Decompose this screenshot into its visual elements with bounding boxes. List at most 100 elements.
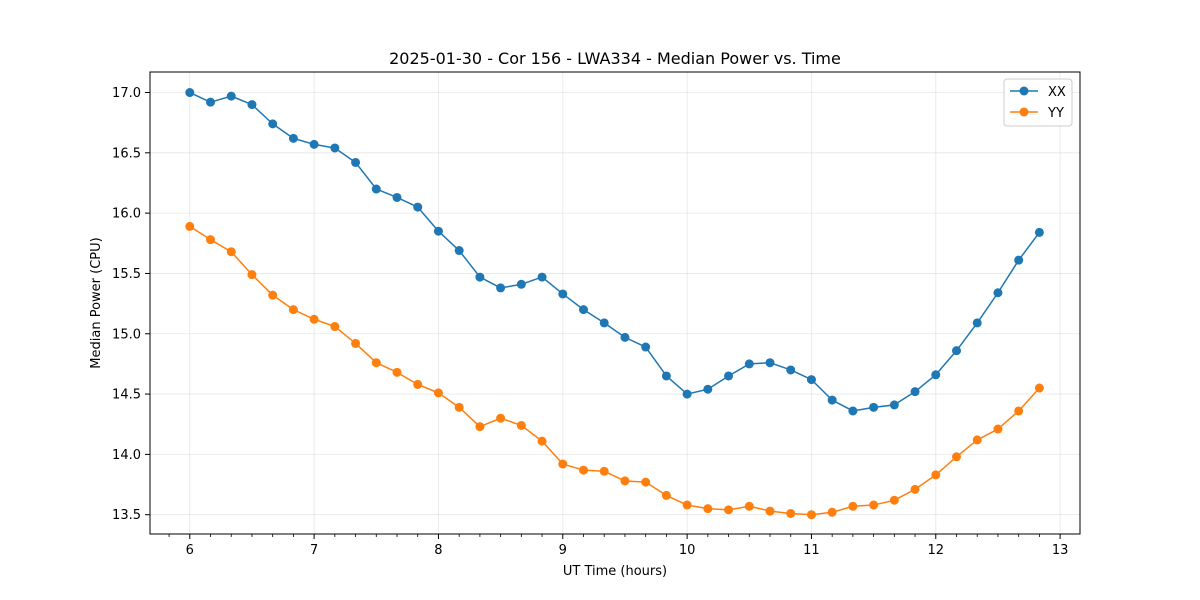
point-yy-3 bbox=[247, 270, 257, 280]
point-xx-38 bbox=[972, 318, 982, 328]
point-yy-0 bbox=[185, 221, 195, 231]
point-xx-25 bbox=[703, 384, 713, 394]
point-xx-17 bbox=[537, 272, 547, 282]
point-xx-2 bbox=[226, 91, 236, 101]
point-xx-41 bbox=[1034, 227, 1044, 237]
point-xx-7 bbox=[330, 143, 340, 153]
point-yy-20 bbox=[599, 466, 609, 476]
point-yy-27 bbox=[744, 501, 754, 511]
y-tick-label-2: 14.5 bbox=[112, 388, 141, 403]
point-xx-4 bbox=[268, 119, 278, 129]
point-xx-0 bbox=[185, 88, 195, 98]
point-xx-30 bbox=[806, 375, 816, 385]
y-tick-label-3: 15.0 bbox=[112, 327, 141, 342]
y-tick-label-5: 16.0 bbox=[112, 207, 141, 222]
point-yy-32 bbox=[848, 501, 858, 511]
point-xx-39 bbox=[993, 288, 1003, 298]
point-yy-30 bbox=[806, 510, 816, 520]
legend-marker-xx bbox=[1019, 86, 1029, 96]
point-yy-15 bbox=[496, 413, 506, 423]
point-yy-11 bbox=[413, 379, 423, 389]
point-yy-33 bbox=[869, 500, 879, 510]
point-yy-39 bbox=[993, 424, 1003, 434]
y-tick-label-6: 16.5 bbox=[112, 146, 141, 161]
point-yy-23 bbox=[661, 490, 671, 500]
point-xx-15 bbox=[496, 283, 506, 293]
point-yy-29 bbox=[786, 508, 796, 518]
point-xx-16 bbox=[516, 279, 526, 289]
point-yy-17 bbox=[537, 436, 547, 446]
point-yy-14 bbox=[475, 422, 485, 432]
point-xx-21 bbox=[620, 332, 630, 342]
point-yy-8 bbox=[351, 338, 361, 348]
point-yy-2 bbox=[226, 247, 236, 257]
point-yy-7 bbox=[330, 322, 340, 332]
point-yy-22 bbox=[641, 477, 651, 487]
point-yy-18 bbox=[558, 459, 568, 469]
point-xx-23 bbox=[661, 371, 671, 381]
point-xx-31 bbox=[827, 395, 837, 405]
point-yy-21 bbox=[620, 476, 630, 486]
point-xx-27 bbox=[744, 359, 754, 369]
legend-label-yy: YY bbox=[1047, 106, 1064, 121]
point-xx-6 bbox=[309, 139, 319, 149]
y-tick-label-1: 14.0 bbox=[112, 448, 141, 463]
point-yy-38 bbox=[972, 435, 982, 445]
point-xx-32 bbox=[848, 406, 858, 416]
x-tick-label-6: 12 bbox=[928, 543, 945, 558]
point-xx-34 bbox=[889, 400, 899, 410]
point-yy-5 bbox=[288, 305, 298, 315]
grid bbox=[150, 72, 1080, 534]
point-xx-13 bbox=[454, 246, 464, 256]
point-yy-1 bbox=[206, 235, 216, 245]
point-xx-26 bbox=[724, 371, 734, 381]
point-xx-35 bbox=[910, 387, 920, 397]
point-yy-10 bbox=[392, 367, 402, 377]
point-xx-28 bbox=[765, 358, 775, 368]
point-yy-19 bbox=[579, 465, 589, 475]
point-yy-6 bbox=[309, 314, 319, 324]
plot-frame bbox=[149, 71, 1081, 535]
ticks: 6 7 8 9 10 11 12 13 13.5 14.0 14.5 15.0 15.5 16.0 16.5… bbox=[112, 86, 1068, 558]
point-xx-29 bbox=[786, 365, 796, 375]
point-xx-24 bbox=[682, 389, 692, 399]
point-xx-14 bbox=[475, 272, 485, 282]
y-axis-label: Median Power (CPU) bbox=[89, 237, 104, 368]
y-tick-label-0: 13.5 bbox=[112, 508, 141, 523]
point-xx-11 bbox=[413, 202, 423, 212]
x-tick-label-4: 10 bbox=[679, 543, 696, 558]
point-yy-28 bbox=[765, 506, 775, 516]
point-yy-12 bbox=[433, 388, 443, 398]
x-tick-label-1: 7 bbox=[310, 543, 318, 558]
point-yy-34 bbox=[889, 495, 899, 505]
point-xx-9 bbox=[371, 184, 381, 194]
point-yy-41 bbox=[1034, 383, 1044, 393]
point-xx-10 bbox=[392, 192, 402, 202]
point-xx-36 bbox=[931, 370, 941, 380]
point-xx-8 bbox=[351, 157, 361, 167]
y-tick-label-7: 17.0 bbox=[112, 86, 141, 101]
chart-title: 2025-01-30 - Cor 156 - LWA334 - Median P… bbox=[389, 49, 841, 68]
point-xx-18 bbox=[558, 289, 568, 299]
x-tick-label-7: 13 bbox=[1052, 543, 1069, 558]
x-tick-label-0: 6 bbox=[186, 543, 194, 558]
point-xx-33 bbox=[869, 402, 879, 412]
point-yy-16 bbox=[516, 420, 526, 430]
point-xx-12 bbox=[433, 226, 443, 236]
point-xx-19 bbox=[579, 305, 589, 315]
point-xx-37 bbox=[952, 346, 961, 356]
legend-label-xx: XX bbox=[1048, 85, 1066, 100]
point-yy-9 bbox=[371, 358, 381, 368]
point-yy-25 bbox=[703, 504, 713, 514]
legend: XX YY bbox=[1003, 78, 1073, 127]
point-yy-24 bbox=[682, 500, 692, 510]
y-tick-label-4: 15.5 bbox=[112, 267, 141, 282]
point-xx-22 bbox=[641, 342, 651, 352]
point-xx-1 bbox=[206, 97, 216, 107]
point-yy-4 bbox=[268, 290, 278, 300]
legend-marker-yy bbox=[1019, 107, 1029, 117]
point-xx-3 bbox=[247, 100, 257, 110]
point-xx-5 bbox=[288, 133, 298, 143]
